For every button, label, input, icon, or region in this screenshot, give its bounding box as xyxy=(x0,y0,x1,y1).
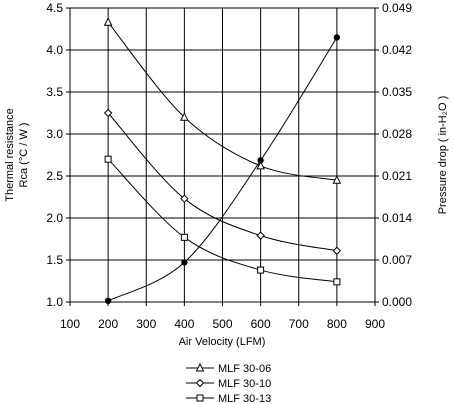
series-line-4 xyxy=(107,37,338,302)
y-right-tick-label: 0.049 xyxy=(382,1,412,15)
data-point-filled-circle xyxy=(333,34,341,41)
data-point-square xyxy=(104,155,112,163)
x-tick-label: 200 xyxy=(98,317,118,331)
data-point-diamond xyxy=(180,194,189,203)
data-point-diamond xyxy=(256,231,265,240)
grid-lines xyxy=(70,8,375,302)
y-right-tick-label: 0.014 xyxy=(382,211,412,225)
y-left-tick-label: 3.0 xyxy=(46,127,63,141)
x-tick-label: 600 xyxy=(251,317,271,331)
x-tick-label: 900 xyxy=(365,317,385,331)
y-left-tick-label: 2.5 xyxy=(46,169,63,183)
x-tick-label: 500 xyxy=(212,317,232,331)
series-line-2 xyxy=(107,112,337,252)
y-right-tick-label: 0.042 xyxy=(382,43,412,57)
data-point-filled-circle xyxy=(104,297,112,304)
y-right-tick-label: 0.007 xyxy=(382,253,412,267)
data-point-triangle xyxy=(332,175,342,184)
y-left-axis-title-line2: Rca (°C / W ) xyxy=(18,123,30,188)
data-point-filled-circle xyxy=(181,259,188,266)
legend-label: MLF 30-13 xyxy=(218,393,271,404)
y-right-axis-title: Pressure drop ( in-H₂O ) xyxy=(437,96,449,215)
legend-marker-triangle xyxy=(195,362,205,372)
series-layer xyxy=(103,17,342,304)
axes: 1.0 1.5 2.0 2.5 3.0 3.5 4.0 4.5 0.000 0.007 0.014 0… xyxy=(46,1,412,331)
y-left-tick-label: 4.0 xyxy=(46,43,63,57)
x-tick-label: 700 xyxy=(289,317,309,331)
y-right-tick-label: 0.035 xyxy=(382,85,412,99)
data-point-triangle xyxy=(103,17,113,26)
legend-label: MLF 30-06 xyxy=(218,363,271,375)
data-point-diamond xyxy=(103,108,113,118)
data-point-diamond xyxy=(332,246,342,255)
data-point-square xyxy=(180,233,188,241)
legend: MLF 30-06 MLF 30-10 MLF 30-13 xyxy=(186,362,271,404)
y-left-tick-label: 4.5 xyxy=(46,1,63,15)
x-tick-label: 800 xyxy=(327,317,347,331)
y-right-tick-label: 0.028 xyxy=(382,127,412,141)
data-point-triangle xyxy=(256,160,265,170)
legend-marker-square xyxy=(196,394,204,402)
x-tick-label: 400 xyxy=(174,317,194,331)
legend-marker-diamond xyxy=(195,378,205,388)
data-point-square xyxy=(333,278,341,286)
data-point-filled-circle xyxy=(257,157,264,164)
x-tick-label: 100 xyxy=(60,317,80,331)
y-left-tick-label: 1.0 xyxy=(46,295,63,309)
y-left-tick-label: 2.0 xyxy=(46,211,63,225)
data-point-square xyxy=(257,266,265,274)
x-tick-label: 300 xyxy=(136,317,156,331)
legend-label: MLF 30-10 xyxy=(218,378,271,390)
y-right-tick-label: 0.000 xyxy=(382,295,412,309)
y-left-tick-label: 3.5 xyxy=(46,85,63,99)
series-line-3 xyxy=(107,158,337,283)
y-left-tick-label: 1.5 xyxy=(46,253,63,267)
y-right-tick-label: 0.021 xyxy=(382,169,412,183)
series-line-1 xyxy=(107,21,337,181)
data-point-triangle xyxy=(180,112,189,121)
y-left-axis-title-line1: Thermal resistance xyxy=(4,108,16,202)
x-axis-title: Air Velocity (LFM) xyxy=(179,336,266,348)
